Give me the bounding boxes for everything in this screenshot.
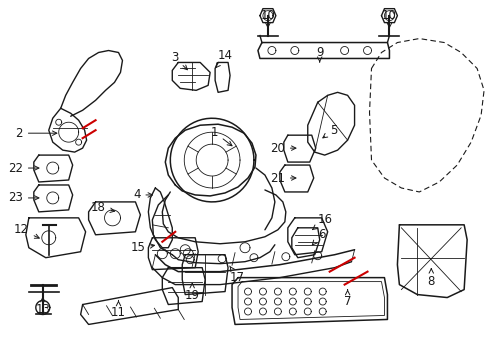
Text: 11: 11 bbox=[111, 301, 126, 319]
Text: 10: 10 bbox=[260, 9, 275, 28]
Text: 8: 8 bbox=[427, 269, 434, 288]
Text: 3: 3 bbox=[170, 51, 187, 70]
Text: 21: 21 bbox=[269, 171, 295, 185]
Text: 13: 13 bbox=[35, 297, 50, 316]
Text: 17: 17 bbox=[229, 266, 244, 284]
Text: 2: 2 bbox=[15, 127, 57, 140]
Text: 15: 15 bbox=[130, 241, 154, 254]
Text: 22: 22 bbox=[8, 162, 39, 175]
Text: 1: 1 bbox=[210, 126, 231, 146]
Text: 12: 12 bbox=[14, 223, 39, 238]
Text: 16: 16 bbox=[312, 213, 332, 230]
Text: 23: 23 bbox=[8, 192, 39, 204]
Text: 4: 4 bbox=[133, 188, 152, 202]
Text: 7: 7 bbox=[343, 289, 351, 308]
Text: 14: 14 bbox=[215, 49, 233, 68]
Text: 20: 20 bbox=[269, 141, 295, 155]
Text: 10: 10 bbox=[381, 9, 396, 28]
Text: 18: 18 bbox=[90, 201, 115, 215]
Text: 9: 9 bbox=[315, 46, 323, 62]
Text: 19: 19 bbox=[184, 283, 199, 302]
Text: 5: 5 bbox=[322, 124, 336, 138]
Text: 6: 6 bbox=[312, 228, 325, 245]
